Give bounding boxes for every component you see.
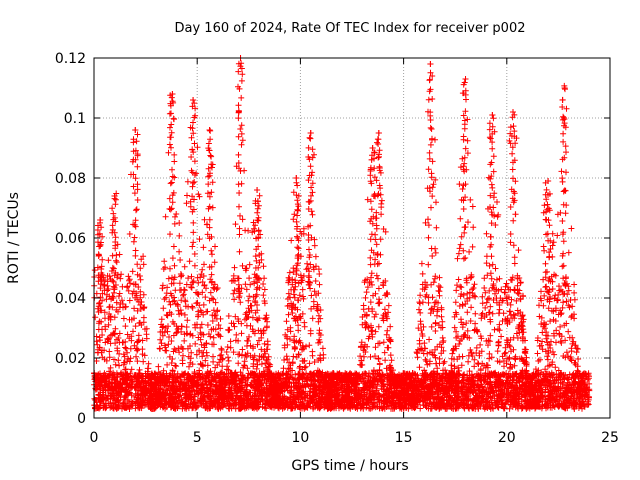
x-tick-label: 5 <box>193 430 202 446</box>
x-tick-label: 25 <box>601 430 619 446</box>
peak-point <box>545 178 552 184</box>
peak-point <box>293 175 300 181</box>
y-axis-label: ROTI / TECUs <box>6 192 22 284</box>
peak-point <box>111 193 118 199</box>
peak-point <box>462 76 469 82</box>
peak-point <box>427 61 434 67</box>
x-axis-label: GPS time / hours <box>291 458 408 474</box>
chart-title: Day 160 of 2024, Rate Of TEC Index for r… <box>175 21 526 36</box>
peak-point <box>307 130 314 136</box>
peak-point <box>375 130 382 136</box>
y-tick-label: 0.04 <box>55 291 86 307</box>
y-tick-label: 0.12 <box>55 51 86 67</box>
y-tick-label: 0.08 <box>55 171 86 187</box>
peak-point <box>190 97 197 103</box>
peak-point <box>489 112 496 118</box>
x-tick-label: 10 <box>291 430 309 446</box>
x-tick-label: 20 <box>498 430 516 446</box>
peak-point <box>97 217 104 223</box>
peak-point <box>206 127 213 133</box>
peak-point <box>561 85 568 91</box>
x-tick-label: 0 <box>90 430 99 446</box>
peak-point <box>132 127 139 133</box>
scatter-markers <box>91 55 593 412</box>
y-tick-label: 0.06 <box>55 231 86 247</box>
axis-ticks: 0 5 10 15 20 25 0 0.02 0.04 0.06 0.08 0.1 0.12 <box>55 51 619 446</box>
y-tick-label: 0.1 <box>64 111 86 127</box>
peak-point <box>169 91 176 97</box>
y-tick-label: 0.02 <box>55 351 86 367</box>
peak-point <box>254 187 261 193</box>
y-tick-label: 0 <box>77 411 86 427</box>
x-tick-label: 15 <box>395 430 413 446</box>
peak-point <box>369 145 376 151</box>
peak-point <box>509 109 516 115</box>
